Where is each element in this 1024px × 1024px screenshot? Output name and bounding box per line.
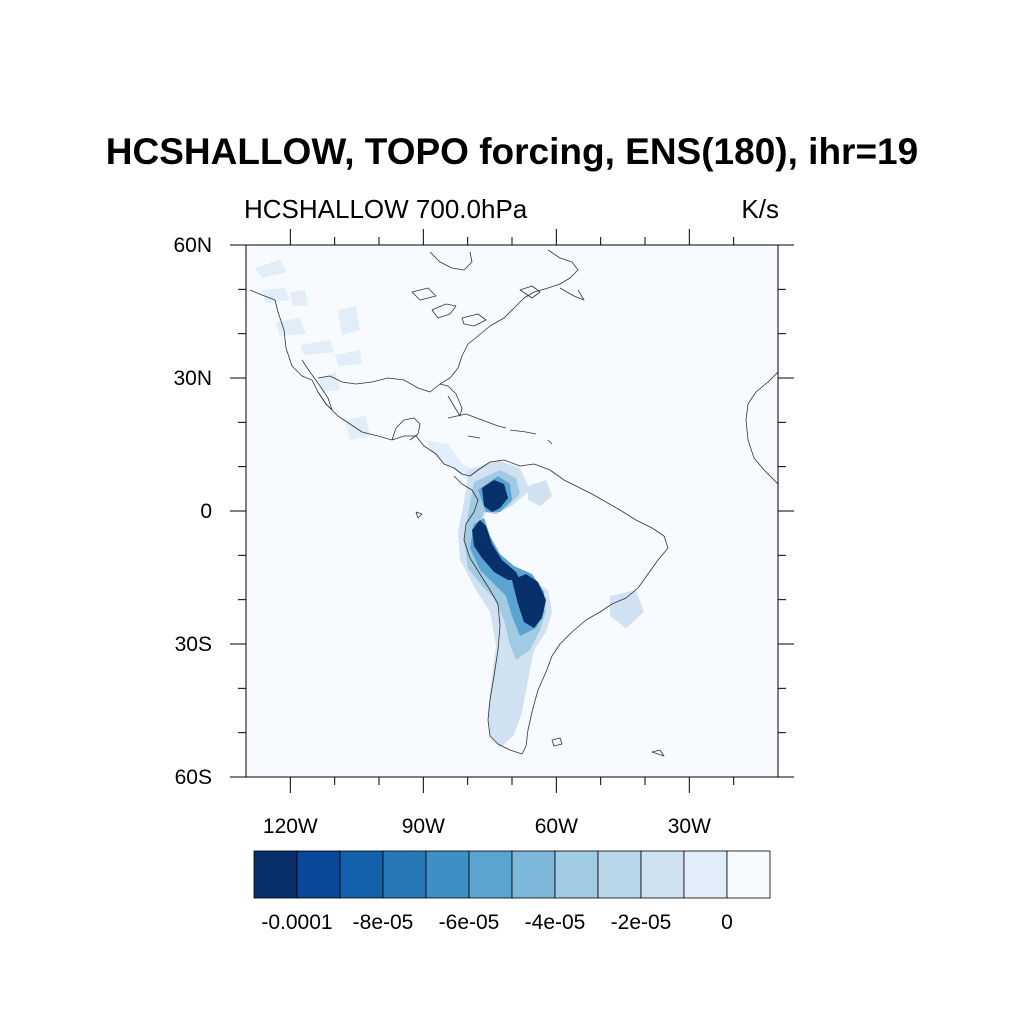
field-label: HCSHALLOW 700.0hPa bbox=[244, 194, 528, 224]
colorbar-label: -4e-05 bbox=[525, 911, 586, 934]
galapagos bbox=[415, 511, 423, 519]
central-america-halo bbox=[425, 440, 480, 482]
units-label: K/s bbox=[741, 194, 779, 224]
florida-coast bbox=[439, 383, 463, 417]
colorbar-label: -0.0001 bbox=[261, 911, 332, 934]
colorbar-label: -8e-05 bbox=[353, 911, 414, 934]
longitude-labels: 120W 90W 60W 30W bbox=[263, 815, 711, 838]
central-andes-halo bbox=[458, 460, 644, 748]
colorbar-swatch bbox=[597, 850, 642, 899]
contour-fill bbox=[255, 260, 644, 748]
lon-tick-label: 120W bbox=[263, 815, 318, 838]
map-panel: 60N 30N 0 30S 60S 120W 90W 60W 30W bbox=[173, 229, 794, 838]
coastlines bbox=[249, 249, 778, 757]
lon-tick-label: 60W bbox=[535, 815, 578, 838]
falklands bbox=[551, 737, 665, 757]
yucatan-coast bbox=[391, 417, 421, 441]
gulf-us-coast bbox=[317, 249, 579, 393]
lat-tick-label: 30N bbox=[173, 367, 212, 390]
colorbar-swatch bbox=[468, 850, 513, 899]
northern-andes-maximum bbox=[482, 480, 508, 512]
colorbar-swatch bbox=[640, 850, 685, 899]
colorbar-swatch bbox=[683, 850, 728, 899]
caribbean-islands bbox=[447, 413, 553, 445]
hudson-bay-coast bbox=[429, 251, 585, 301]
lon-tick-label: 90W bbox=[402, 815, 445, 838]
north-america-coast bbox=[249, 289, 669, 755]
axis-ticks bbox=[230, 229, 794, 793]
colorbar-label: 0 bbox=[721, 911, 733, 934]
lat-tick-label: 0 bbox=[200, 500, 212, 523]
colorbar bbox=[253, 850, 771, 899]
colorbar-swatch bbox=[511, 850, 556, 899]
colorbar-swatch bbox=[296, 850, 341, 899]
colorbar-swatch bbox=[382, 850, 427, 899]
colorbar-labels: -0.0001 -8e-05 -6e-05 -4e-05 -2e-05 0 bbox=[261, 911, 732, 934]
great-lakes bbox=[411, 287, 487, 327]
figure-title: HCSHALLOW, TOPO forcing, ENS(180), ihr=1… bbox=[106, 131, 918, 172]
lat-tick-label: 60S bbox=[175, 766, 212, 789]
colorbar-swatch bbox=[339, 850, 384, 899]
colorbar-swatch bbox=[726, 850, 771, 899]
colorbar-label: -6e-05 bbox=[439, 911, 500, 934]
north-america-patches bbox=[255, 260, 370, 440]
baja-coast bbox=[301, 359, 333, 411]
lat-tick-label: 30S bbox=[175, 633, 212, 656]
peru-andes-band bbox=[472, 520, 520, 580]
colorbar-label: -2e-05 bbox=[611, 911, 672, 934]
bolivia-andes-maximum bbox=[512, 574, 546, 628]
latitude-labels: 60N 30N 0 30S 60S bbox=[173, 234, 212, 789]
lon-tick-label: 30W bbox=[668, 815, 711, 838]
colorbar-swatch bbox=[253, 850, 298, 899]
colorbar-swatch bbox=[554, 850, 599, 899]
lat-tick-label: 60N bbox=[173, 234, 212, 257]
africa-coast bbox=[745, 371, 778, 485]
colorbar-swatch bbox=[425, 850, 470, 899]
